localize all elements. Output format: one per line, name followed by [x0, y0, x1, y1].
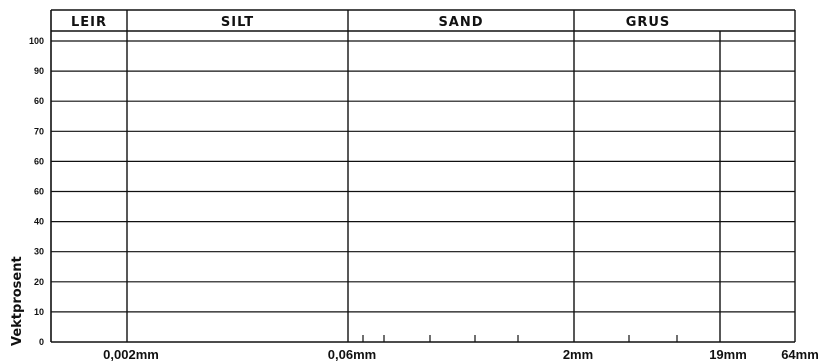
y-tick-label-70: 70: [34, 126, 44, 136]
x-tick-label-2: 2mm: [563, 347, 593, 362]
y-tick-label-0: 0: [39, 337, 44, 347]
x-axis-ticks: 0,002mm 0,06mm 2mm 19mm 64mm: [103, 335, 819, 362]
y-tick-label-90: 90: [34, 66, 44, 76]
x-tick-label-4: 64mm: [781, 347, 819, 362]
y-tick-label-60: 60: [34, 156, 44, 166]
x-tick-label-3: 19mm: [709, 347, 747, 362]
x-tick-label-1: 0,06mm: [328, 347, 376, 362]
y-tick-label-20: 20: [34, 277, 44, 287]
fraction-headers: LEIR SILT SAND GRUS: [71, 15, 671, 30]
header-leir: LEIR: [71, 15, 107, 30]
y-axis-ticks: 0 10 20 30 40 60 60 70 60 90 100: [29, 36, 44, 347]
y-tick-label-80: 60: [34, 96, 44, 106]
x-tick-label-0: 0,002mm: [103, 347, 159, 362]
header-grus: GRUS: [626, 15, 671, 30]
y-axis-label: Vektprosent: [10, 256, 25, 346]
y-tick-label-40: 40: [34, 217, 44, 227]
y-tick-label-50: 60: [34, 187, 44, 197]
grid-lines: [51, 40, 795, 313]
y-tick-label-30: 30: [34, 247, 44, 257]
header-silt: SILT: [221, 15, 254, 30]
chart-frame: [50, 9, 796, 343]
y-tick-label-100: 100: [29, 36, 44, 46]
header-sand: SAND: [438, 15, 483, 30]
y-tick-label-10: 10: [34, 307, 44, 317]
